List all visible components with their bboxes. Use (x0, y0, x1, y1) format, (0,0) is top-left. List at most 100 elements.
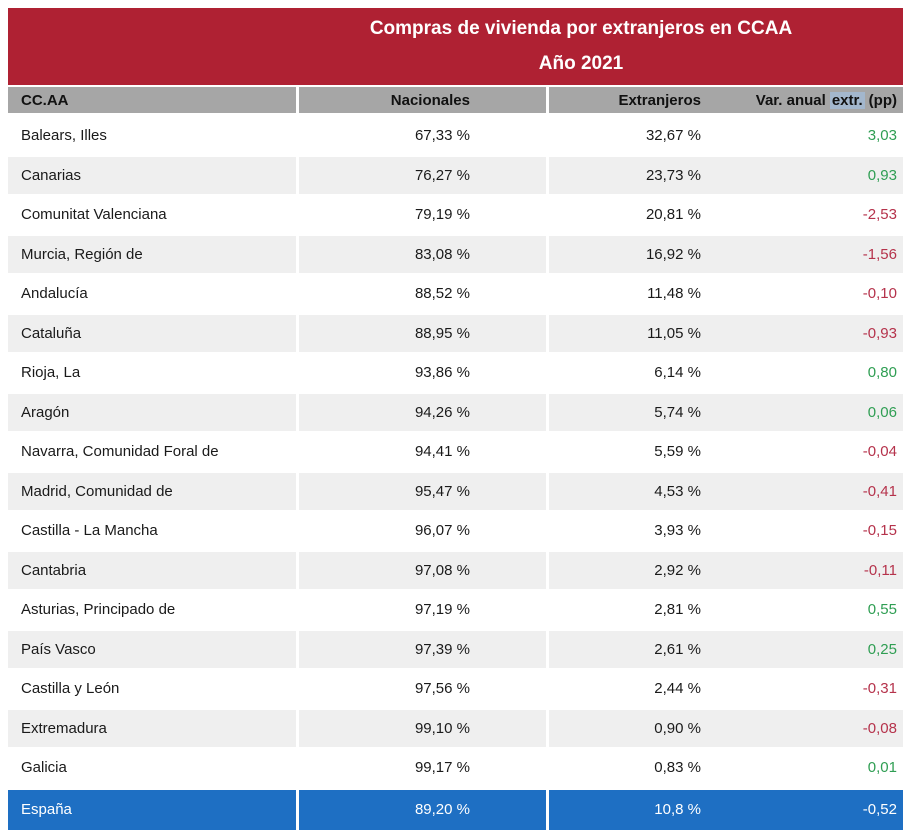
extranjeros-value: 5,74 % (654, 403, 701, 421)
extranjeros-cell: 6,14 % (546, 354, 740, 392)
region-label: Castilla - La Mancha (21, 522, 158, 540)
nacionales-cell: 97,19 % (296, 591, 546, 629)
header-extranjeros: Extranjeros (546, 87, 740, 113)
variacion-value: -0,15 (862, 522, 897, 540)
region-label: Murcia, Región de (21, 245, 143, 263)
variacion-cell: 0,93 (740, 157, 903, 195)
nacionales-cell: 94,41 % (296, 433, 546, 471)
variacion-value: 0,25 (867, 640, 897, 658)
table-row: Aragón 94,26 % 5,74 % 0,06 (8, 391, 903, 432)
extranjeros-value: 23,73 % (645, 166, 701, 184)
total-nacionales-cell: 89,20 % (296, 789, 546, 830)
table-row: Cataluña 88,95 % 11,05 % -0,93 (8, 312, 903, 352)
nacionales-value: 97,19 % (414, 601, 470, 619)
header-variacion-suffix: (pp) (868, 91, 897, 109)
nacionales-cell: 97,56 % (296, 670, 546, 708)
nacionales-cell: 88,52 % (296, 275, 546, 313)
table-row: Andalucía 88,52 % 11,48 % -0,10 (8, 273, 903, 313)
table-row: Murcia, Región de 83,08 % 16,92 % -1,56 (8, 233, 903, 274)
header-nacionales-label: Nacionales (390, 91, 470, 109)
extranjeros-cell: 3,93 % (546, 512, 740, 550)
table-row: Madrid, Comunidad de 95,47 % 4,53 % -0,4… (8, 470, 903, 510)
header-variacion: Var. anual extr. (pp) (740, 87, 903, 113)
table-row: Extremadura 99,10 % 0,90 % -0,08 (8, 707, 903, 748)
nacionales-cell: 94,26 % (296, 393, 546, 431)
total-extranjeros-cell: 10,8 % (546, 789, 740, 830)
variacion-value: -0,11 (863, 561, 897, 579)
region-cell: Murcia, Región de (8, 236, 296, 274)
region-cell: Asturias, Principado de (8, 591, 296, 629)
variacion-value: 3,03 (867, 127, 897, 145)
extranjeros-cell: 23,73 % (546, 156, 740, 194)
total-extranjeros-value: 10,8 % (654, 801, 701, 818)
nacionales-value: 94,26 % (414, 403, 470, 421)
nacionales-cell: 99,10 % (296, 709, 546, 747)
nacionales-value: 79,19 % (414, 206, 470, 224)
variacion-cell: -2,53 (740, 196, 903, 234)
nacionales-value: 95,47 % (414, 482, 470, 500)
variacion-cell: 0,06 (740, 394, 903, 432)
extranjeros-value: 3,93 % (654, 522, 701, 540)
total-row-espana: España 89,20 % 10,8 % -0,52 (8, 786, 903, 830)
region-label: Navarra, Comunidad Foral de (21, 443, 219, 461)
extranjeros-cell: 4,53 % (546, 472, 740, 510)
region-label: Castilla y León (21, 680, 120, 698)
nacionales-cell: 95,47 % (296, 472, 546, 510)
nacionales-cell: 83,08 % (296, 235, 546, 273)
extranjeros-value: 2,81 % (654, 601, 701, 619)
region-cell: Navarra, Comunidad Foral de (8, 433, 296, 471)
header-variacion-highlighted-text: extr. (829, 91, 865, 109)
variacion-value: 0,01 (867, 759, 897, 777)
total-nacionales-value: 89,20 % (414, 801, 470, 818)
header-variacion-prefix: Var. anual (755, 91, 826, 109)
nacionales-value: 83,08 % (414, 245, 470, 263)
extranjeros-cell: 5,59 % (546, 433, 740, 471)
variacion-cell: 0,25 (740, 631, 903, 669)
region-label: Extremadura (21, 719, 107, 737)
variacion-cell: -1,56 (740, 236, 903, 274)
nacionales-value: 67,33 % (414, 127, 470, 145)
nacionales-value: 93,86 % (414, 364, 470, 382)
region-cell: Rioja, La (8, 354, 296, 392)
extranjeros-value: 2,92 % (654, 561, 701, 579)
variacion-cell: -0,10 (740, 275, 903, 313)
variacion-value: -1,56 (862, 245, 897, 263)
extranjeros-value: 16,92 % (645, 245, 701, 263)
header-ccaa-label: CC.AA (21, 91, 69, 109)
region-label: Aragón (21, 403, 70, 421)
variacion-cell: -0,04 (740, 433, 903, 471)
nacionales-value: 97,08 % (414, 561, 470, 579)
variacion-cell: -0,11 (740, 552, 903, 590)
extranjeros-value: 11,48 % (647, 285, 701, 303)
variacion-value: -0,93 (862, 324, 897, 342)
nacionales-value: 76,27 % (414, 166, 470, 184)
header-ccaa: CC.AA (8, 87, 296, 113)
region-cell: Castilla - La Mancha (8, 512, 296, 550)
region-cell: Comunitat Valenciana (8, 196, 296, 234)
region-label: Galicia (21, 759, 67, 777)
region-cell: Canarias (8, 157, 296, 195)
extranjeros-cell: 2,44 % (546, 670, 740, 708)
nacionales-cell: 93,86 % (296, 354, 546, 392)
region-label: Balears, Illes (21, 127, 107, 145)
extranjeros-cell: 0,83 % (546, 749, 740, 787)
variacion-cell: 0,80 (740, 354, 903, 392)
extranjeros-value: 11,05 % (647, 324, 701, 342)
region-label: Andalucía (21, 285, 88, 303)
header-extranjeros-label: Extranjeros (618, 91, 701, 109)
extranjeros-cell: 0,90 % (546, 709, 740, 747)
extranjeros-cell: 20,81 % (546, 196, 740, 234)
variacion-value: -2,53 (862, 206, 897, 224)
variacion-value: -0,41 (862, 482, 897, 500)
table-row: Castilla - La Mancha 96,07 % 3,93 % -0,1… (8, 510, 903, 550)
nacionales-value: 96,07 % (414, 522, 470, 540)
nacionales-value: 88,52 % (414, 285, 470, 303)
extranjeros-value: 6,14 % (654, 364, 701, 382)
variacion-cell: -0,08 (740, 710, 903, 748)
total-variacion-cell: -0,52 (740, 790, 903, 830)
variacion-cell: 0,55 (740, 591, 903, 629)
total-variacion-value: -0,52 (862, 801, 897, 818)
extranjeros-value: 2,44 % (654, 680, 701, 698)
region-cell: Extremadura (8, 710, 296, 748)
extranjeros-value: 4,53 % (654, 482, 701, 500)
